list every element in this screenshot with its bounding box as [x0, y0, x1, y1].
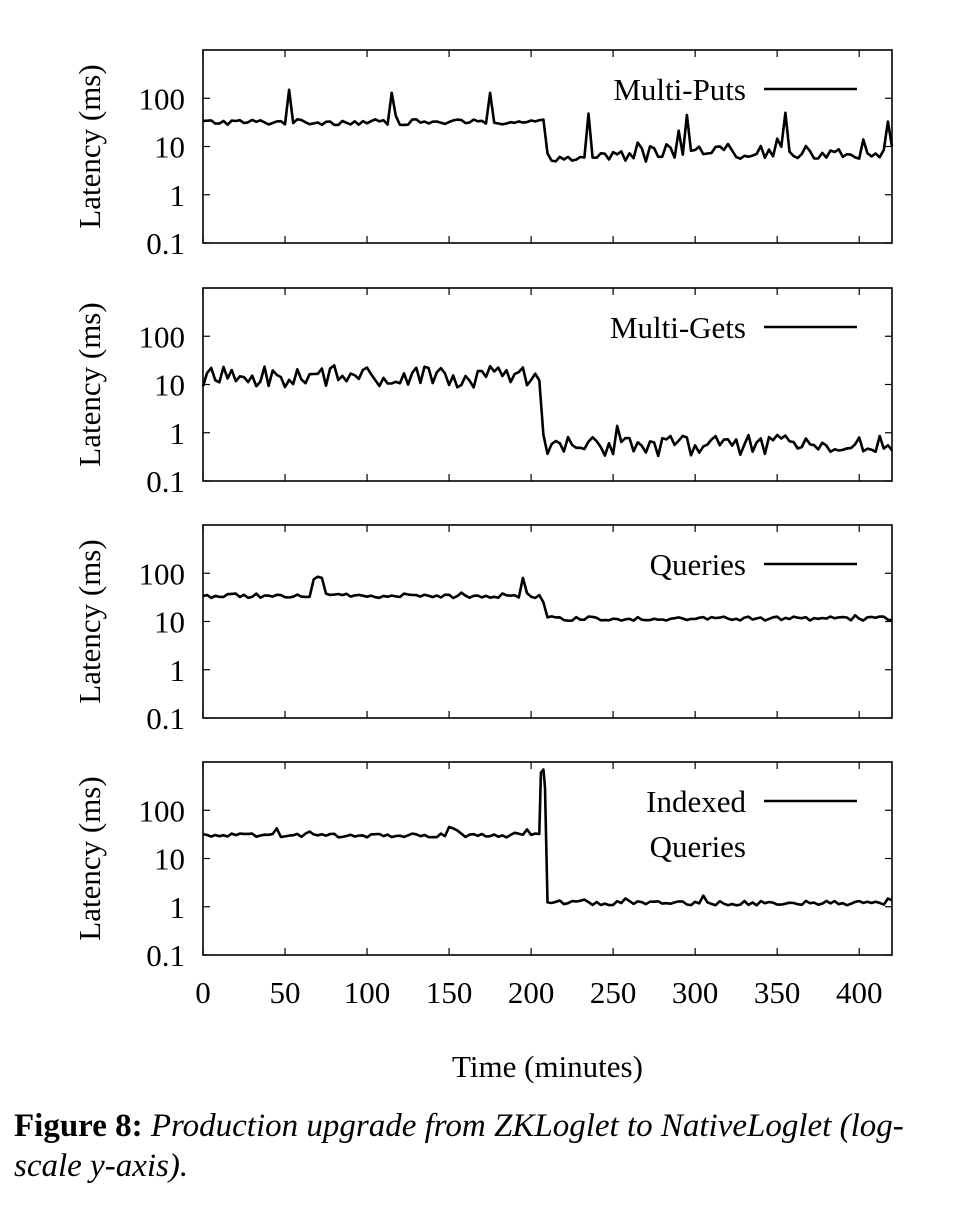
series-line	[202, 575, 893, 622]
y-axis-label: Latency (ms)	[72, 64, 107, 228]
y-tick-label: 1	[170, 178, 186, 213]
y-tick-label: 0.1	[146, 464, 185, 499]
series-line	[202, 88, 894, 163]
panel-3: 0.1 1 10 100 Latency (ms) Queries	[72, 524, 893, 736]
x-tick-label: 100	[344, 975, 391, 1010]
y-tick-label: 100	[139, 556, 186, 591]
panel-1: 0.1 1 10 100 Latency (ms) Multi-Puts	[72, 49, 894, 261]
x-axis-label: Time (minutes)	[452, 1049, 643, 1084]
y-tick-label: 0.1	[146, 938, 185, 973]
legend: Indexed Queries	[646, 784, 857, 864]
y-axis-label: Latency (ms)	[72, 539, 107, 703]
caption-label: Figure 8:	[14, 1108, 143, 1144]
x-tick-label: 250	[590, 975, 637, 1010]
x-tick-label: 50	[270, 975, 301, 1010]
y-tick-label: 100	[139, 81, 186, 116]
y-axis-label: Latency (ms)	[72, 302, 107, 466]
legend-label: Indexed	[646, 784, 746, 819]
figure-caption: Figure 8: Production upgrade from ZKLogl…	[14, 1106, 964, 1186]
y-tick-label: 10	[154, 842, 185, 877]
x-tick-label: 200	[508, 975, 555, 1010]
legend: Multi-Puts	[613, 72, 857, 107]
legend-label: Queries	[650, 547, 746, 582]
y-tick-label: 100	[139, 793, 186, 828]
caption-text: Production upgrade from ZKLoglet to Nati…	[14, 1108, 904, 1184]
panel-2: 0.1 1 10 100 Latency (ms) Multi-Gets	[72, 287, 894, 499]
y-tick-label: 1	[170, 653, 186, 688]
y-tick-label: 1	[170, 416, 186, 451]
y-tick-label: 0.1	[146, 701, 185, 736]
y-tick-label: 1	[170, 890, 186, 925]
x-tick-label: 0	[195, 975, 211, 1010]
y-tick-label: 10	[154, 368, 185, 403]
y-tick-label: 0.1	[146, 226, 185, 261]
x-tick-label: 350	[754, 975, 801, 1010]
panel-4: 0.1 1 10 100 Latency (ms) 0 50 100 150 200 250 300 3…	[72, 761, 893, 1084]
series-line	[201, 364, 894, 458]
plot-frame	[202, 524, 893, 719]
legend: Queries	[650, 547, 857, 582]
legend-label: Queries	[650, 829, 746, 864]
x-tick-label: 150	[426, 975, 473, 1010]
y-tick-label: 10	[154, 605, 185, 640]
legend-label: Multi-Puts	[613, 72, 746, 107]
legend: Multi-Gets	[610, 310, 857, 345]
legend-label: Multi-Gets	[610, 310, 746, 345]
x-tick-label: 400	[836, 975, 883, 1010]
y-tick-label: 10	[154, 130, 185, 165]
y-axis-label: Latency (ms)	[72, 776, 107, 940]
series-line	[202, 768, 893, 907]
y-tick-label: 100	[139, 319, 186, 354]
x-tick-label: 300	[672, 975, 719, 1010]
